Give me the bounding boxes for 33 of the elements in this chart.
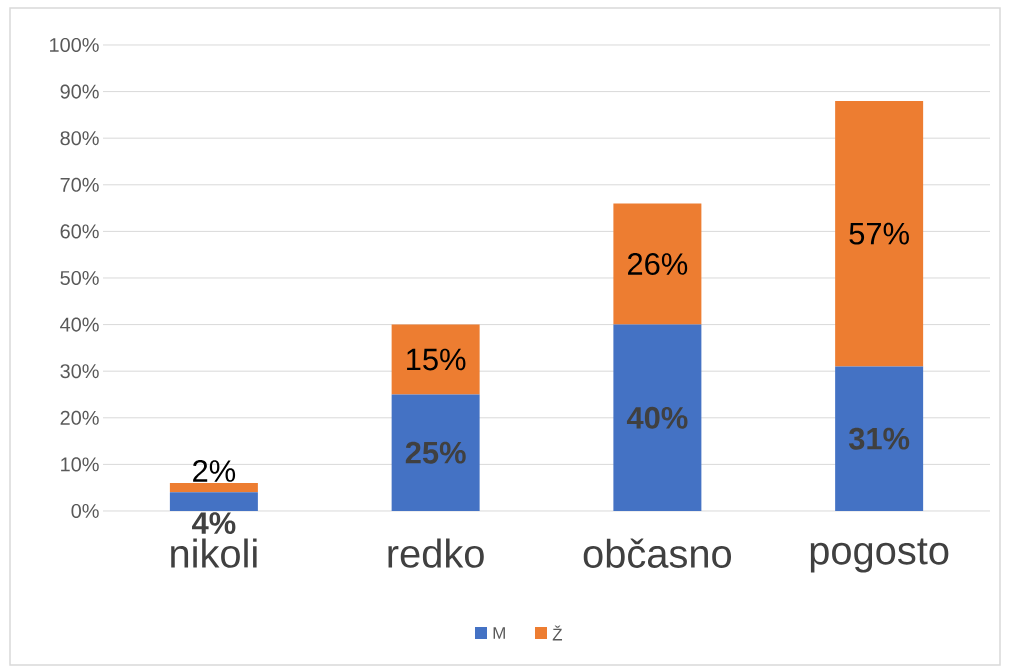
y-tick-label: 90% <box>60 84 99 99</box>
data-label: 25% <box>405 441 466 464</box>
bar <box>391 394 480 511</box>
data-label: 31% <box>848 427 910 450</box>
bar <box>613 324 702 511</box>
y-tick-label: 0% <box>71 503 99 519</box>
bar <box>835 100 924 367</box>
data-label: 4% <box>192 512 236 534</box>
data-label: 15% <box>407 348 466 371</box>
y-tick-label: 70% <box>60 177 99 192</box>
bar <box>613 203 702 325</box>
x-tick-label: nikoli <box>171 538 257 568</box>
data-label: 2% <box>193 460 236 482</box>
bar <box>391 324 480 395</box>
y-tick-label: 100% <box>50 37 99 53</box>
x-tick-label: redko <box>388 538 484 568</box>
bar <box>169 483 258 493</box>
data-label: 57% <box>849 222 909 245</box>
y-tick-label: 60% <box>60 224 99 239</box>
legend-label: M <box>493 627 505 639</box>
bar <box>835 366 924 511</box>
y-tick-label: 10% <box>61 457 99 472</box>
x-tick-label: pogosto <box>810 538 949 573</box>
data-label: 40% <box>626 406 688 429</box>
y-tick-label: 40% <box>60 317 99 332</box>
bar <box>169 492 258 511</box>
y-tick-label: 20% <box>60 410 99 425</box>
data-label: 26% <box>628 253 688 275</box>
legend-label: Ž <box>552 625 563 641</box>
y-tick-label: 30% <box>60 364 99 379</box>
x-tick-label: občasno <box>583 538 732 568</box>
y-tick-label: 50% <box>60 270 99 286</box>
y-tick-label: 80% <box>60 131 99 146</box>
